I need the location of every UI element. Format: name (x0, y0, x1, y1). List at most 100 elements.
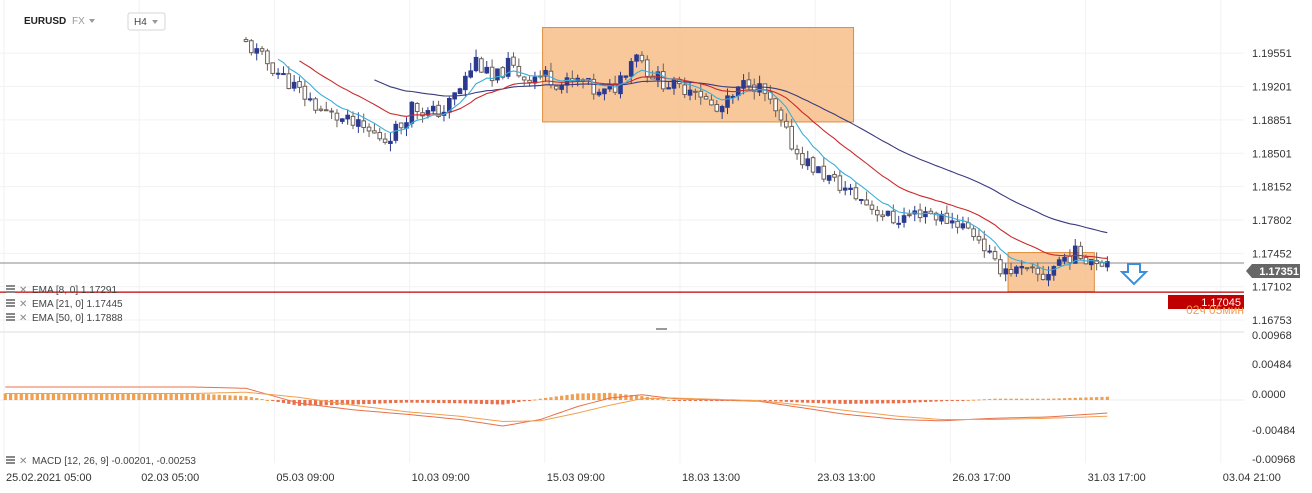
candle (323, 101, 329, 112)
macd-bar (319, 400, 323, 406)
candle (425, 107, 431, 119)
macd-bar (608, 392, 612, 400)
macd-bar (533, 399, 537, 401)
macd-bar (185, 393, 189, 400)
macd-bar (570, 394, 574, 400)
macd-bar (94, 393, 98, 400)
macd-bar (961, 400, 965, 401)
timeframe-select[interactable]: H4 (127, 12, 166, 31)
macd-bar (201, 394, 205, 400)
macd-bar (790, 400, 794, 403)
macd-bar (549, 397, 553, 400)
candle (933, 211, 939, 226)
macd-bar (212, 394, 216, 400)
candle (1008, 262, 1014, 277)
ema-lines (277, 58, 1108, 271)
macd-bar (458, 400, 462, 404)
macd-bar (774, 400, 778, 402)
macd-bar (132, 393, 136, 400)
bar-countdown: 02ч 05мин (1186, 303, 1244, 317)
time-axis[interactable]: 25.02.2021 05:00 02.03 05:00 05.03 09:00 10… (6, 472, 1281, 484)
highlight-zone[interactable] (542, 27, 855, 123)
macd-axis[interactable]: 0.00968 0.00484 0.0000 -0.00484 -0.00968 (1252, 330, 1295, 466)
macd-bar (308, 400, 312, 406)
panel-resize-handle[interactable] (656, 328, 667, 330)
close-icon[interactable]: ✕ (19, 285, 27, 296)
macd-bar (699, 400, 703, 401)
legend-ema-50[interactable]: ✕ EMA [50, 0] 1.17888 (6, 313, 123, 324)
macd-bar (918, 400, 922, 403)
macd-bar (634, 395, 639, 400)
macd-bar (1041, 398, 1045, 400)
candle (949, 212, 955, 229)
macd-bar (57, 393, 61, 400)
macd-bar (62, 393, 66, 400)
macd-bar (1079, 397, 1083, 400)
macd-bar (196, 393, 200, 400)
macd-bar (811, 400, 815, 403)
macd-panel (0, 386, 1244, 427)
macd-bar (688, 400, 692, 401)
candle (816, 166, 821, 174)
symbol-title: EURUSD (24, 16, 66, 27)
macd-bar (362, 400, 366, 405)
macd-bar (142, 393, 146, 400)
menu-icon[interactable] (6, 456, 15, 458)
candle (869, 200, 875, 215)
macd-bar (511, 400, 516, 403)
candle (848, 183, 853, 196)
macd-bar (897, 400, 901, 404)
candle (398, 122, 404, 135)
macd-bar (1025, 398, 1029, 400)
chevron-down-icon[interactable] (89, 19, 95, 23)
ema-50-line (374, 79, 1108, 234)
macd-bar (303, 400, 307, 406)
time-tick-label: 31.03 17:00 (1088, 472, 1146, 484)
macd-bar (683, 400, 687, 401)
macd-bar (180, 393, 184, 400)
macd-bar (816, 400, 821, 404)
candle (275, 68, 281, 79)
macd-bar (1020, 398, 1024, 400)
candle (741, 74, 746, 95)
macd-bar (356, 400, 360, 405)
candle (1019, 260, 1025, 275)
macd-bar (453, 400, 457, 404)
macd-bar (239, 395, 243, 400)
legend-macd[interactable]: ✕ MACD [12, 26, 9] -0.00201, -0.00253 (6, 456, 196, 467)
macd-bar (592, 393, 596, 400)
menu-icon[interactable] (6, 285, 15, 287)
candle (1099, 259, 1105, 268)
candle (1072, 239, 1078, 264)
macd-bar (972, 399, 976, 401)
candle (1035, 262, 1041, 282)
highlight-zone[interactable] (1007, 252, 1095, 293)
menu-icon[interactable] (6, 313, 15, 315)
macd-bar (581, 393, 585, 400)
legend-ema-21[interactable]: ✕ EMA [21, 0] 1.17445 (6, 299, 123, 310)
price-tick-label: 1.18501 (1252, 148, 1292, 160)
macd-bar (137, 393, 141, 400)
macd-bar (174, 393, 179, 400)
candle (350, 111, 356, 130)
close-icon[interactable]: ✕ (19, 299, 27, 310)
candle (703, 93, 709, 100)
macd-bar (881, 400, 885, 404)
candle (762, 83, 768, 102)
macd-bar (19, 393, 23, 400)
candle (414, 102, 420, 120)
candle (853, 182, 859, 201)
candle (527, 76, 532, 87)
legend-ema-8[interactable]: ✕ EMA [8, 0] 1.17291 (6, 285, 117, 296)
close-icon[interactable]: ✕ (19, 456, 27, 467)
price-tick-label: 1.17802 (1252, 215, 1292, 227)
candle (249, 39, 254, 56)
alert-price-badge[interactable]: 1.17045 (1168, 295, 1244, 309)
price-axis[interactable]: 1.19551 1.19201 1.18851 1.18501 1.18152 1.178… (1252, 48, 1292, 327)
close-icon[interactable]: ✕ (19, 313, 27, 324)
candle (784, 113, 789, 129)
candle (377, 127, 383, 142)
legend-ema-8-label: EMA [8, 0] 1.17291 (32, 285, 117, 296)
menu-icon[interactable] (6, 299, 15, 301)
